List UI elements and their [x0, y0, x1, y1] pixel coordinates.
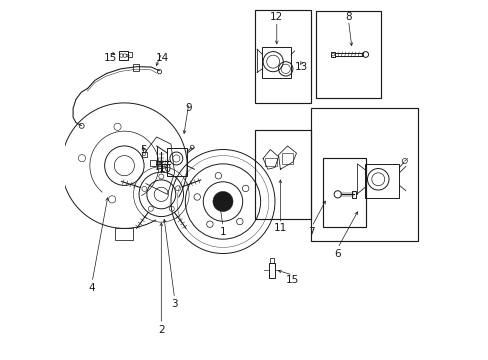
Text: 5: 5: [140, 144, 146, 154]
Text: 10: 10: [158, 164, 171, 174]
Text: 14: 14: [155, 53, 168, 63]
Bar: [316, 12, 380, 98]
Bar: [282, 153, 292, 164]
Text: 2: 2: [158, 325, 164, 335]
Bar: [119, 51, 128, 60]
Text: 9: 9: [185, 103, 192, 113]
Bar: [142, 152, 146, 157]
Text: 6: 6: [334, 248, 340, 258]
Bar: [167, 148, 187, 176]
Bar: [262, 47, 290, 78]
Bar: [351, 191, 355, 198]
Bar: [128, 52, 132, 57]
Text: 11: 11: [273, 224, 286, 233]
Bar: [265, 158, 276, 166]
Text: 15: 15: [285, 275, 299, 285]
Text: 12: 12: [269, 12, 283, 22]
Bar: [330, 52, 335, 57]
Text: 4: 4: [89, 283, 95, 293]
Bar: [150, 160, 156, 166]
Bar: [269, 258, 273, 263]
Bar: [133, 64, 139, 71]
Text: 8: 8: [345, 12, 351, 22]
Bar: [323, 158, 366, 226]
Circle shape: [212, 192, 233, 212]
Bar: [255, 10, 310, 103]
Bar: [255, 130, 310, 220]
Text: 15: 15: [103, 53, 117, 63]
Bar: [310, 108, 418, 241]
Bar: [115, 228, 133, 240]
Text: 13: 13: [295, 62, 308, 72]
Text: 3: 3: [171, 299, 178, 309]
Text: 1: 1: [219, 227, 226, 237]
Text: 7: 7: [308, 227, 315, 237]
Bar: [268, 263, 274, 278]
Bar: [365, 164, 399, 198]
